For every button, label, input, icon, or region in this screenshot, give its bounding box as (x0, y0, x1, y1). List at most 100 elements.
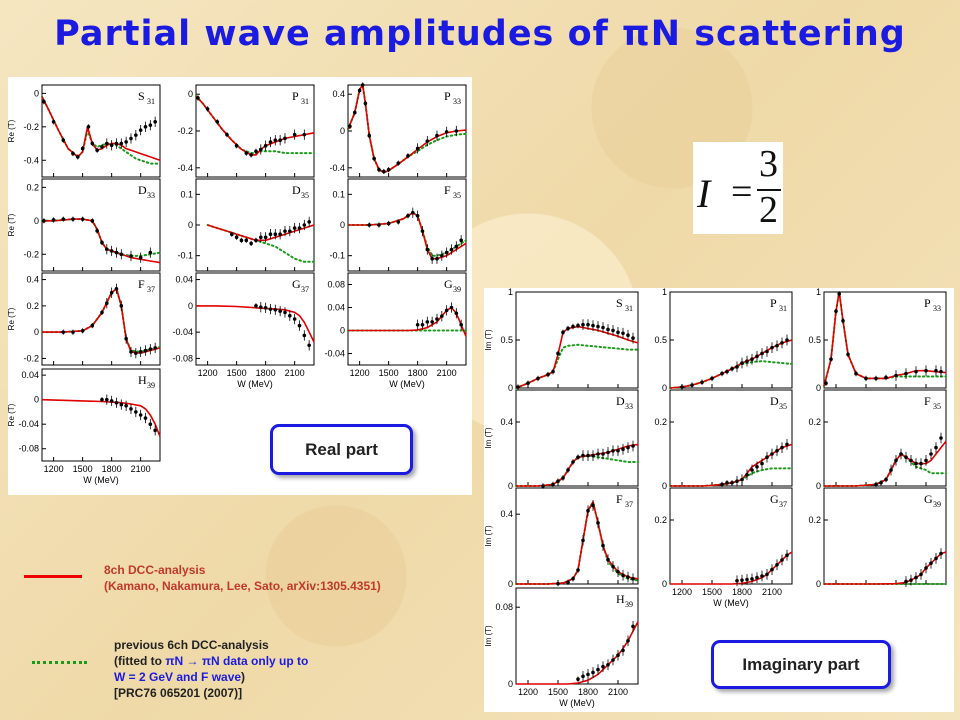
data-point (138, 128, 143, 132)
data-point (760, 351, 764, 356)
data-point (884, 477, 888, 482)
data-point (770, 567, 774, 572)
data-point (939, 436, 943, 440)
x-axis-label: W (MeV) (237, 379, 273, 389)
partial-wave-label: D (770, 394, 779, 408)
y-tick-label: -0.4 (177, 163, 193, 173)
panel-d35: 0.2 0 D 35 (654, 389, 793, 491)
data-point (556, 351, 560, 356)
data-point (889, 468, 893, 472)
data-point (134, 410, 138, 414)
data-point (105, 141, 109, 146)
panel-frame (347, 272, 467, 366)
y-tick-label: 0 (34, 395, 39, 405)
data-point (143, 348, 148, 353)
data-point (302, 223, 307, 227)
data-point (440, 314, 444, 318)
y-tick-label: 0.4 (500, 417, 513, 427)
data-point (415, 322, 420, 327)
real-part-button[interactable]: Real part (270, 424, 413, 475)
y-tick-label: 0.08 (327, 280, 345, 290)
data-point (386, 167, 391, 172)
y-tick-label: 0.5 (808, 335, 821, 345)
data-point (735, 365, 739, 369)
data-point (566, 468, 570, 472)
y-tick-label: 0.2 (654, 417, 667, 427)
data-point (576, 323, 580, 328)
panel-frame (669, 389, 793, 487)
data-point (100, 397, 104, 402)
previous-analysis-curve (41, 287, 161, 353)
data-point (725, 369, 729, 374)
data-point (444, 308, 449, 313)
data-point (71, 217, 75, 221)
x-tick-label: 2100 (285, 368, 305, 378)
y-axis-label: Im (T) (484, 329, 493, 351)
data-point (740, 578, 744, 582)
data-point (124, 404, 128, 408)
data-point (755, 354, 759, 359)
partial-wave-subscript: 39 (453, 285, 461, 294)
partial-wave-subscript: 35 (933, 402, 941, 411)
data-point (51, 218, 56, 222)
data-point (611, 658, 615, 662)
y-tick-label: 0 (340, 326, 345, 336)
data-point (244, 238, 249, 243)
partial-wave-subscript: 31 (625, 304, 633, 313)
partial-wave-label: F (138, 277, 145, 291)
partial-wave-subscript: 33 (933, 304, 941, 313)
x-tick-label: 1500 (227, 368, 247, 378)
data-point (71, 151, 75, 156)
partial-wave-label: D (138, 183, 147, 197)
data-point (138, 350, 143, 354)
data-point (278, 138, 282, 142)
data-point (934, 556, 938, 561)
legend-previous-dotted-swatch (32, 661, 87, 664)
data-point (576, 677, 580, 681)
data-point (360, 83, 365, 87)
y-tick-label: 0.5 (654, 335, 667, 345)
fraction-bar (757, 189, 781, 191)
data-point (894, 373, 898, 378)
previous-analysis-curve (195, 95, 315, 155)
data-point (576, 455, 580, 459)
data-point (444, 130, 449, 134)
panel-s31: 0 -0.2 -0.4 S 31 (23, 84, 161, 178)
data-point (591, 503, 595, 508)
partial-wave-subscript: 33 (625, 402, 633, 411)
imaginary-part-button[interactable]: Imaginary part (711, 640, 891, 689)
data-point (138, 413, 143, 417)
data-point (631, 576, 635, 581)
panel-d33: 0.4 0 D 33 (500, 389, 639, 491)
data-point (435, 133, 439, 138)
current-analysis-curve (824, 440, 947, 487)
data-point (571, 460, 575, 464)
data-point (307, 343, 311, 348)
data-point (61, 217, 66, 221)
panel-p31: 0 -0.2 -0.4 P 31 (177, 84, 315, 178)
y-tick-label: 0.08 (495, 602, 513, 612)
panel-frame (41, 178, 161, 272)
data-point (606, 450, 610, 455)
data-point (760, 461, 764, 466)
data-point (846, 352, 850, 357)
panel-frame (823, 389, 947, 487)
data-point (874, 376, 878, 381)
data-point (934, 368, 938, 373)
data-point (367, 133, 372, 138)
data-point (616, 653, 620, 657)
data-point (292, 317, 297, 321)
data-point (234, 143, 239, 148)
data-point (263, 235, 268, 240)
panel-f37: 0.4 0 F 37 (500, 487, 639, 589)
data-point (606, 327, 610, 332)
partial-wave-subscript: 33 (453, 97, 461, 106)
data-point (680, 385, 684, 389)
data-point (611, 328, 615, 333)
current-analysis-curve (41, 398, 161, 437)
data-point (571, 324, 575, 329)
data-point (90, 141, 95, 146)
data-point (765, 349, 769, 354)
data-point (148, 347, 153, 352)
y-tick-label: -0.1 (177, 251, 193, 261)
